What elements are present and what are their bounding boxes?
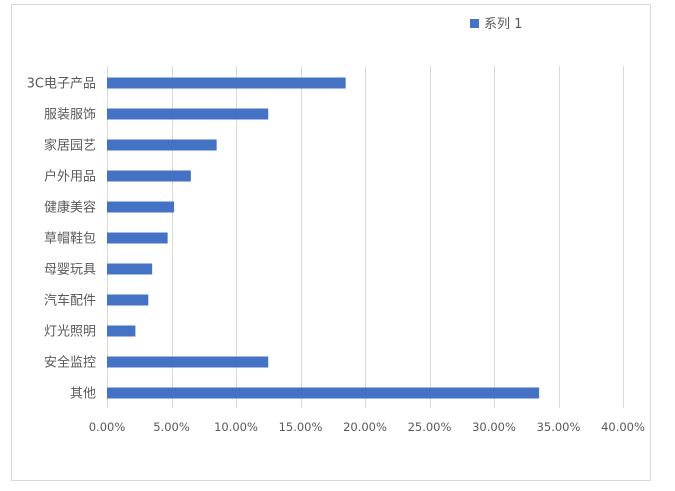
category-label: 其他: [70, 387, 96, 402]
category-label: 健康美容: [44, 200, 96, 216]
bar: [107, 232, 168, 244]
bar: [107, 263, 153, 275]
grid-layer: [107, 66, 624, 408]
bar: [107, 170, 191, 182]
category-label: 服装服饰: [44, 108, 96, 123]
bar-layer: [107, 77, 540, 399]
x-tick-label: 0.00%: [89, 420, 126, 434]
category-label: 安全监控: [44, 355, 96, 371]
x-tick-label: 5.00%: [153, 420, 190, 434]
x-tick-label: 30.00%: [472, 420, 516, 434]
x-tick-label: 15.00%: [279, 420, 323, 434]
x-tick-label: 20.00%: [343, 420, 387, 434]
category-label: 灯光照明: [44, 325, 96, 340]
bar: [107, 201, 175, 213]
category-label: 草帽鞋包: [44, 231, 96, 247]
category-label: 家居园艺: [44, 138, 96, 154]
legend: 系列 1: [470, 17, 522, 32]
x-tick-label: 40.00%: [601, 420, 645, 434]
legend-label: 系列 1: [484, 17, 522, 32]
x-tick-label: 10.00%: [214, 420, 258, 434]
category-label: 汽车配件: [44, 293, 96, 309]
bar: [107, 77, 346, 89]
category-label: 母婴玩具: [44, 263, 96, 278]
category-label: 3C电子产品: [27, 77, 96, 92]
bar: [107, 294, 149, 306]
bar: [107, 356, 269, 368]
x-tick-labels: 0.00% 5.00% 10.00% 15.00% 20.00% 25.00% 30.00%…: [89, 420, 645, 434]
x-tick-label: 35.00%: [537, 420, 581, 434]
bar: [107, 325, 136, 337]
bar: [107, 139, 217, 151]
bar: [107, 108, 269, 120]
category-labels: 3C电子产品服装服饰家居园艺户外用品健康美容草帽鞋包母婴玩具汽车配件灯光照明安全…: [27, 77, 96, 402]
legend-swatch: [470, 19, 479, 28]
category-label: 户外用品: [44, 169, 96, 185]
x-tick-label: 25.00%: [408, 420, 452, 434]
bar: [107, 387, 540, 399]
